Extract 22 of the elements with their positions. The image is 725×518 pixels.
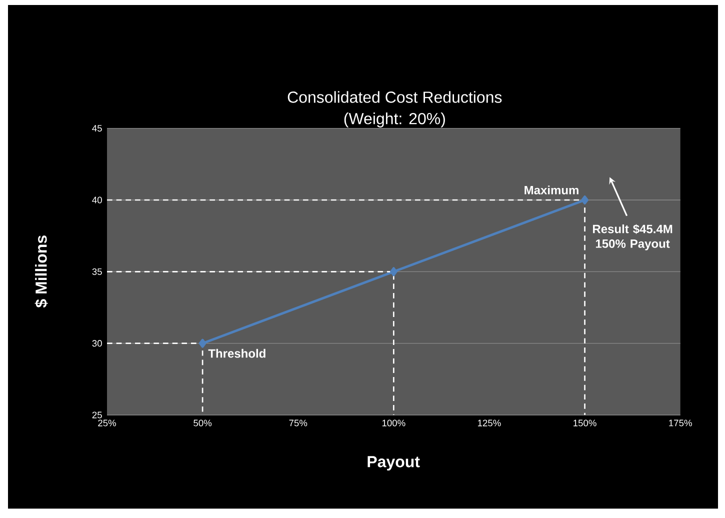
x-tick-label: 25% bbox=[98, 420, 116, 426]
annotation: Result $45.4M 150% Payout bbox=[593, 224, 672, 250]
y-tick-label: 25 bbox=[92, 412, 102, 418]
y-axis-title: $ Millions bbox=[34, 236, 48, 308]
chart-title: Consolidated Cost Reductions bbox=[288, 91, 502, 103]
x-tick-label: 125% bbox=[478, 420, 501, 426]
point bbox=[390, 267, 398, 276]
x-tick-label: 50% bbox=[194, 420, 212, 426]
point bbox=[198, 338, 206, 348]
x-axis-title: Payout bbox=[368, 456, 420, 470]
x-tick-label: 150% bbox=[574, 420, 596, 426]
x-tick-label: 75% bbox=[289, 420, 308, 426]
x-tick-label: 175% bbox=[669, 420, 692, 426]
y-tick-label: 30 bbox=[92, 340, 102, 347]
y-tick-label: 35 bbox=[92, 268, 102, 275]
x-tick-label: 100% bbox=[382, 420, 406, 426]
y-tick-label: 45 bbox=[92, 125, 102, 132]
point bbox=[581, 195, 588, 205]
annotation: Threshold bbox=[208, 348, 266, 358]
annotation: Maximum bbox=[524, 186, 578, 194]
y-tick-label: 40 bbox=[92, 196, 102, 204]
chart-subtitle: (Weight: 20%) bbox=[344, 112, 445, 128]
